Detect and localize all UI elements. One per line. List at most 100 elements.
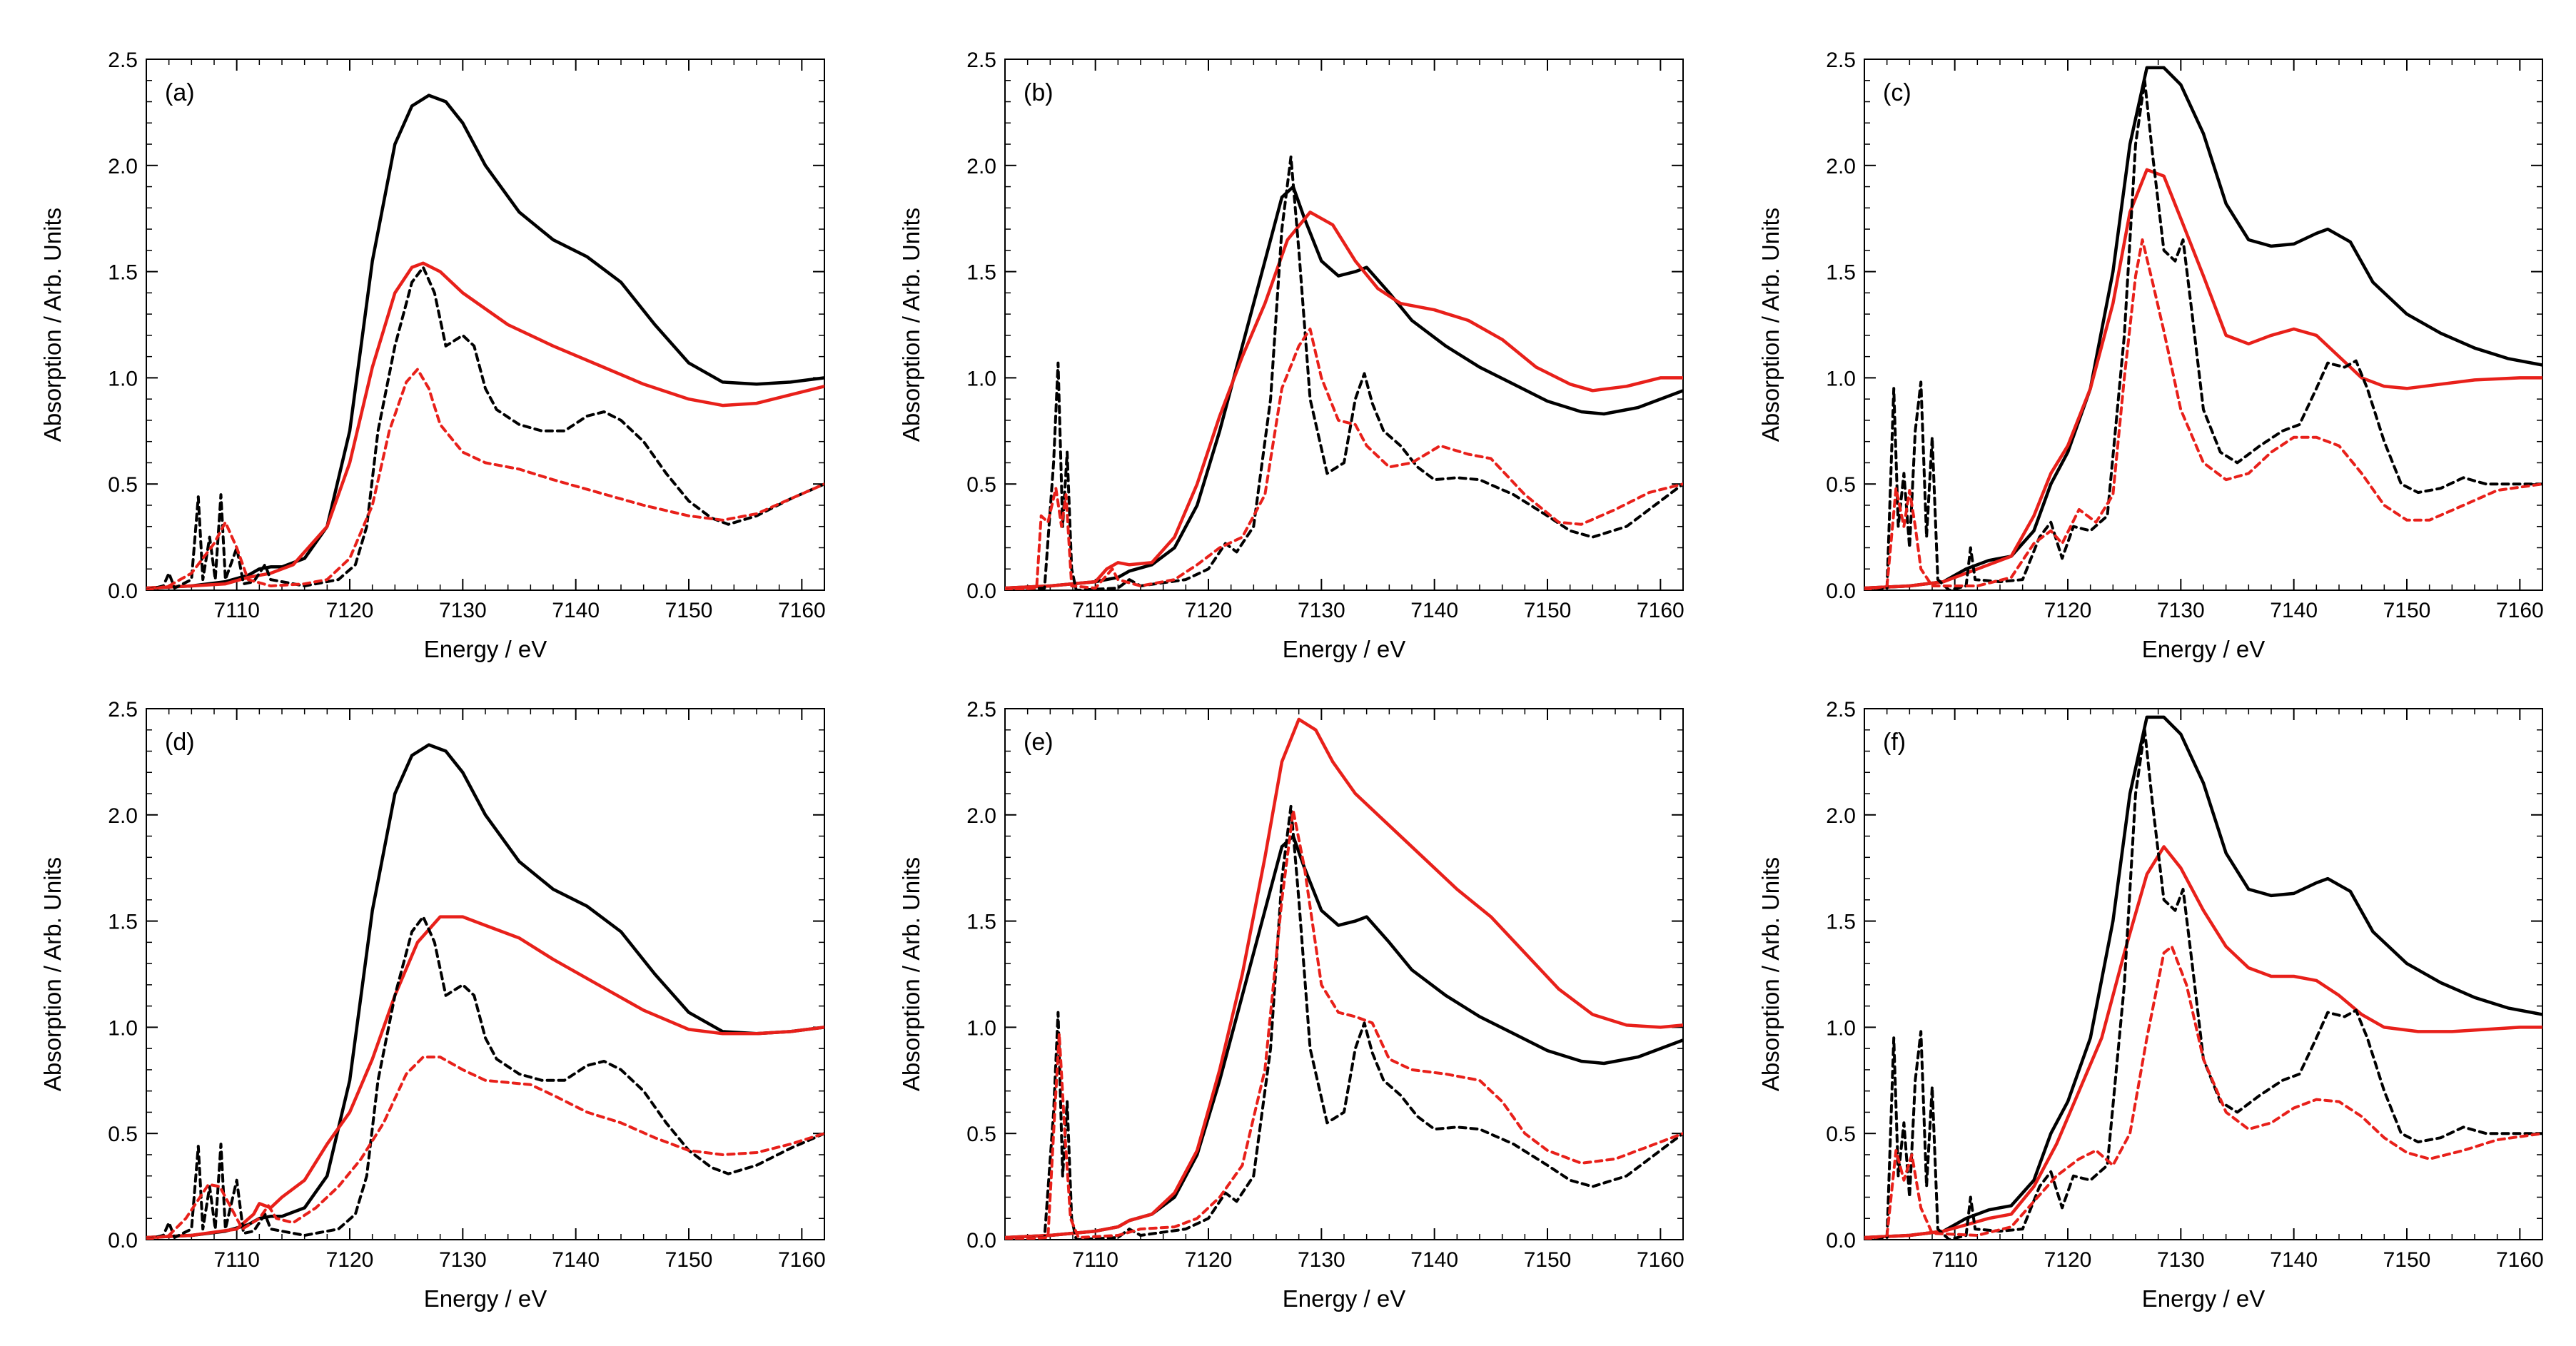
panel-a: 7110 7120 7130 7140 7150 7160 0.0 0.5 1.0 1.5 2.0 2…	[39, 49, 826, 662]
y-tick-label: 1.0	[1826, 1016, 1856, 1040]
y-tick-label: 0.0	[108, 580, 138, 603]
x-tick-label: 7150	[2383, 599, 2431, 622]
x-axis-title: Energy / eV	[1283, 636, 1405, 662]
panel-label: (e)	[1024, 729, 1054, 756]
series-line-red-dashed	[146, 368, 824, 590]
x-axis-title: Energy / eV	[2142, 636, 2265, 662]
x-tick-label: 7140	[2270, 1248, 2318, 1272]
y-tick-label: 1.5	[1826, 261, 1856, 285]
panel-label: (b)	[1024, 79, 1054, 106]
series-line-red-dashed	[1005, 328, 1683, 590]
panel-f: 7110 7120 7130 7140 7150 7160 0.0 0.5 1.0 1.5 2.0 2…	[1757, 698, 2544, 1312]
y-tick-label: 1.5	[108, 911, 138, 934]
x-tick-label: 7150	[665, 1248, 713, 1272]
y-tick-label: 0.0	[966, 1229, 996, 1253]
panel-label: (c)	[1883, 79, 1911, 106]
series-line-black-solid	[1005, 834, 1683, 1240]
y-tick-label: 0.0	[108, 1229, 138, 1253]
y-tick-label: 2.0	[1826, 155, 1856, 178]
plot-frame	[1864, 59, 2543, 591]
x-tick-label: 7120	[1185, 599, 1233, 622]
x-tick-label: 7150	[665, 599, 713, 622]
x-axis-title: Energy / eV	[1283, 1285, 1405, 1312]
series-line-black-dashed	[1864, 728, 2542, 1240]
series-line-black-solid	[1005, 185, 1683, 590]
x-tick-label: 7130	[2157, 599, 2205, 622]
series-line-black-dashed	[1864, 79, 2542, 590]
y-tick-label: 1.5	[108, 261, 138, 285]
x-tick-label: 7140	[2270, 599, 2318, 622]
x-tick-label: 7160	[1637, 1248, 1684, 1272]
series-line-black-solid	[1864, 715, 2542, 1240]
y-tick-label: 2.5	[966, 49, 996, 72]
y-tick-label: 1.0	[108, 367, 138, 390]
y-tick-label: 2.0	[966, 804, 996, 828]
x-tick-label: 7110	[213, 1248, 260, 1272]
x-tick-label: 7130	[439, 599, 487, 622]
y-tick-label: 0.5	[1826, 473, 1856, 497]
panel-e: 7110 7120 7130 7140 7150 7160 0.0 0.5 1.0 1.5 2.0 2…	[898, 698, 1684, 1312]
y-tick-label: 2.5	[108, 698, 138, 722]
series-line-red-dashed	[146, 1056, 824, 1240]
plot-frame	[1004, 59, 1684, 591]
x-tick-label: 7120	[326, 599, 374, 622]
x-tick-label: 7140	[552, 599, 600, 622]
y-tick-label: 2.5	[966, 698, 996, 722]
plot-frame	[1864, 708, 2543, 1240]
y-tick-label: 0.5	[966, 1123, 996, 1146]
y-tick-label: 1.0	[966, 367, 996, 390]
series-line-black-solid	[1864, 66, 2542, 590]
x-tick-label: 7150	[1524, 1248, 1572, 1272]
series-line-red-solid	[1005, 211, 1683, 590]
x-tick-label: 7110	[1072, 599, 1118, 622]
x-tick-label: 7160	[2496, 599, 2544, 622]
x-tick-label: 7120	[2044, 1248, 2092, 1272]
y-axis-title: Absorption / Arb. Units	[898, 208, 924, 442]
series-line-black-dashed	[146, 915, 824, 1240]
y-tick-label: 2.0	[108, 155, 138, 178]
series-line-red-solid	[1005, 717, 1683, 1240]
y-tick-label: 2.5	[108, 49, 138, 72]
series-line-red-solid	[146, 261, 824, 590]
y-tick-label: 2.0	[1826, 804, 1856, 828]
y-tick-label: 1.0	[1826, 367, 1856, 390]
y-axis-title: Absorption / Arb. Units	[39, 857, 66, 1091]
x-tick-label: 7110	[1931, 599, 1978, 622]
panel-label: (f)	[1883, 729, 1906, 756]
plot-frame	[146, 59, 825, 591]
x-tick-label: 7160	[778, 599, 826, 622]
y-tick-label: 0.5	[966, 473, 996, 497]
series-line-black-dashed	[1005, 155, 1683, 590]
series-line-black-dashed	[1005, 804, 1683, 1240]
y-tick-label: 2.0	[108, 804, 138, 828]
x-tick-label: 7130	[1298, 1248, 1345, 1272]
x-tick-label: 7110	[1072, 1248, 1118, 1272]
x-tick-label: 7130	[2157, 1248, 2205, 1272]
y-tick-label: 0.0	[1826, 1229, 1856, 1253]
y-tick-label: 1.5	[1826, 911, 1856, 934]
panel-c: 7110 7120 7130 7140 7150 7160 0.0 0.5 1.0 1.5 2.0 2…	[1757, 49, 2544, 662]
x-tick-label: 7160	[1637, 599, 1684, 622]
series-line-black-solid	[146, 93, 824, 590]
x-tick-label: 7110	[1931, 1248, 1978, 1272]
series-line-black-solid	[146, 743, 824, 1240]
x-tick-label: 7120	[1185, 1248, 1233, 1272]
series-line-red-solid	[146, 915, 824, 1240]
series-line-red-solid	[1864, 845, 2542, 1240]
y-tick-label: 0.5	[108, 473, 138, 497]
y-axis-title: Absorption / Arb. Units	[1757, 857, 1784, 1091]
x-axis-title: Energy / eV	[424, 636, 547, 662]
y-axis-title: Absorption / Arb. Units	[898, 857, 924, 1091]
plot-frame	[146, 708, 825, 1240]
y-tick-label: 2.5	[1826, 49, 1856, 72]
panel-d: 7110 7120 7130 7140 7150 7160 0.0 0.5 1.0 1.5 2.0 2…	[39, 698, 826, 1312]
x-tick-label: 7130	[439, 1248, 487, 1272]
plot-frame	[1004, 708, 1684, 1240]
y-tick-label: 1.5	[966, 261, 996, 285]
x-tick-label: 7150	[1524, 599, 1572, 622]
y-tick-label: 1.5	[966, 911, 996, 934]
y-tick-label: 1.0	[108, 1016, 138, 1040]
series-line-black-dashed	[146, 265, 824, 590]
x-tick-label: 7160	[778, 1248, 826, 1272]
